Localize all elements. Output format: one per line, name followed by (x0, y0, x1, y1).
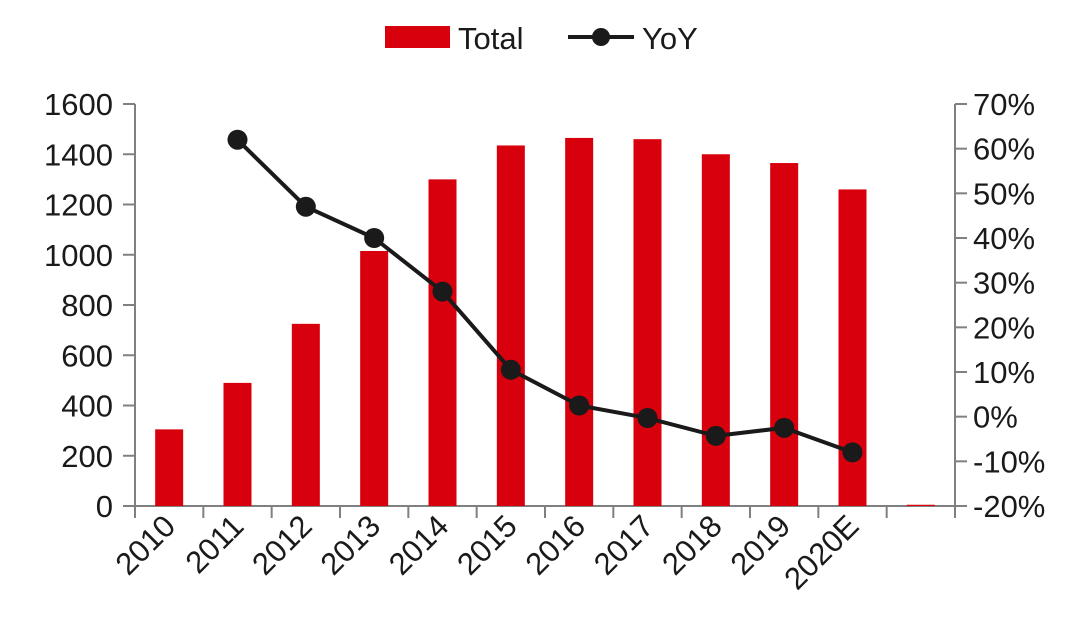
left-axis-tick-label: 800 (61, 288, 113, 323)
legend-yoy-marker (592, 28, 610, 46)
yoy-point (569, 395, 590, 416)
right-axis-tick-label: 10% (973, 355, 1035, 390)
bar-total (701, 154, 730, 506)
x-axis-tick-label: 2018 (655, 508, 729, 582)
right-axis-tick-label: 40% (973, 221, 1035, 256)
right-axis-tick-label: 30% (973, 266, 1035, 301)
left-axis-tick-label: 1000 (44, 238, 113, 273)
right-axis-tick-label: 20% (973, 310, 1035, 345)
x-axis-tick-label: 2013 (314, 508, 388, 582)
bar-total (291, 323, 320, 506)
left-axis-tick-label: 0 (96, 489, 113, 524)
x-axis-tick-label: 2017 (587, 508, 661, 582)
bar-series-total (155, 137, 935, 507)
yoy-point (500, 359, 521, 380)
right-axis-tick-label: 70% (973, 87, 1035, 122)
axes: 0 200 400 600 800 1000 1200 1400 1600 -20% -10% 0% 1… (44, 87, 1045, 596)
x-axis-tick-label: 2016 (519, 508, 593, 582)
bar-total (565, 137, 594, 506)
left-axis-tick-label: 1600 (44, 87, 113, 122)
x-axis-tick-label: 2015 (450, 508, 524, 582)
right-axis-tick-label: 60% (973, 132, 1035, 167)
left-axis-tick-label: 1400 (44, 137, 113, 172)
yoy-point (842, 442, 863, 463)
legend-total-label: Total (458, 21, 523, 56)
left-axis-tick-label: 1200 (44, 188, 113, 223)
x-axis-tick-label: 2012 (245, 508, 319, 582)
yoy-point (227, 129, 248, 150)
yoy-point (705, 425, 726, 446)
bar-total (770, 163, 799, 506)
bar-total (360, 250, 389, 506)
legend: Total YoY (385, 21, 698, 56)
yoy-point (774, 417, 795, 438)
yoy-point (432, 281, 453, 302)
bar-total (223, 382, 252, 506)
x-axis-tick-label: 2010 (109, 508, 183, 582)
bar-total (155, 429, 184, 506)
right-axis-tick-label: -10% (973, 444, 1045, 479)
legend-yoy-label: YoY (642, 21, 698, 56)
right-axis-tick-label: -20% (973, 489, 1045, 524)
yoy-point (637, 408, 658, 429)
bar-total (428, 179, 457, 506)
bar-total (496, 145, 525, 507)
left-axis-tick-label: 600 (61, 338, 113, 373)
yoy-point (364, 228, 385, 248)
legend-total-swatch (385, 26, 450, 48)
bar-total (906, 504, 935, 506)
line-series-yoy (227, 129, 863, 463)
left-axis-tick-label: 200 (61, 439, 113, 474)
x-axis-tick-label: 2011 (179, 508, 251, 580)
bar-total (633, 139, 662, 507)
x-axis-tick-label: 2014 (382, 508, 456, 582)
yoy-point (295, 196, 316, 217)
x-axis-tick-label: 2020E (777, 508, 865, 596)
right-axis-tick-label: 50% (973, 176, 1035, 211)
yoy-line-path (236, 138, 854, 455)
right-axis-tick-label: 0% (973, 400, 1018, 435)
left-axis-tick-label: 400 (61, 389, 113, 424)
